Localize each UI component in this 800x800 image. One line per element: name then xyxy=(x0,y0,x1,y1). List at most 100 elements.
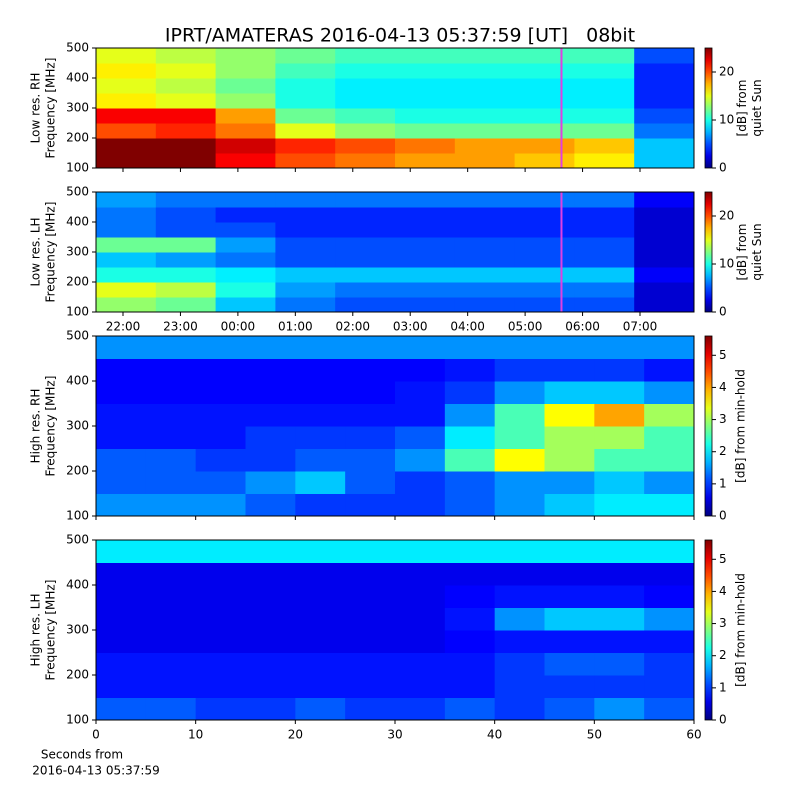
heatmap-cell xyxy=(96,123,157,139)
heatmap-cell xyxy=(444,630,496,653)
heatmap-cell xyxy=(275,192,336,208)
heatmap-cell xyxy=(395,267,456,283)
colorbar-tick-label: 4 xyxy=(719,584,727,598)
y-axis-label: Frequency [MHz] xyxy=(44,580,58,681)
heatmap-cell xyxy=(155,297,217,313)
heatmap-cell xyxy=(644,381,695,404)
heatmap-cell xyxy=(96,207,157,223)
heatmap-cell xyxy=(395,237,456,253)
heatmap-cell xyxy=(544,652,595,676)
heatmap-cell xyxy=(514,222,575,238)
y-tick-label: 200 xyxy=(66,275,89,289)
heatmap-cell xyxy=(96,297,157,313)
heatmap-cell xyxy=(345,540,396,563)
heatmap-cell xyxy=(395,381,446,404)
heatmap-cell xyxy=(195,652,246,676)
heatmap-cell xyxy=(454,192,516,208)
heatmap-cell xyxy=(335,108,396,124)
heatmap-cell xyxy=(514,282,575,298)
x-tick-label: 10 xyxy=(188,728,203,742)
heatmap-cell xyxy=(634,282,695,298)
heatmap-cell xyxy=(454,93,516,109)
heatmap-cell xyxy=(574,48,635,64)
y-tick-label: 400 xyxy=(66,374,89,388)
heatmap-cell xyxy=(335,207,396,223)
heatmap-cell xyxy=(335,222,396,238)
heatmap-cell xyxy=(494,562,545,586)
heatmap-cell xyxy=(395,607,446,631)
heatmap-cell xyxy=(215,78,276,94)
heatmap-cell xyxy=(544,358,595,382)
heatmap-cell xyxy=(444,697,496,721)
heatmap-cell xyxy=(395,675,446,698)
heatmap-cell xyxy=(444,493,496,517)
heatmap-cell xyxy=(195,471,246,494)
heatmap-cell xyxy=(634,192,695,208)
heatmap-cell xyxy=(195,697,246,721)
heatmap-cell xyxy=(395,108,456,124)
heatmap-cell xyxy=(275,267,336,283)
heatmap-cell xyxy=(345,358,396,382)
heatmap-cell xyxy=(295,652,346,676)
heatmap-cell xyxy=(345,562,396,586)
heatmap-cell xyxy=(275,123,336,139)
heatmap-cell xyxy=(145,493,197,517)
heatmap-cell xyxy=(96,153,157,169)
heatmap-cell xyxy=(335,93,396,109)
heatmap-cell xyxy=(574,153,635,169)
heatmap-cell xyxy=(514,78,575,94)
heatmap-cell xyxy=(155,252,217,268)
heatmap-cell xyxy=(634,63,695,79)
heatmap-cell xyxy=(195,381,246,404)
heatmap-cell xyxy=(275,252,336,268)
heatmap-cell xyxy=(275,108,336,124)
heatmap-cell xyxy=(574,252,635,268)
heatmap-cell xyxy=(345,697,396,721)
heatmap-cell xyxy=(215,63,276,79)
heatmap-cell xyxy=(514,192,575,208)
heatmap-cell xyxy=(215,138,276,154)
heatmap-cell xyxy=(295,675,346,698)
heatmap-cell xyxy=(574,207,635,223)
colorbar-tick-label: 10 xyxy=(719,113,734,127)
heatmap-cell xyxy=(195,426,246,449)
y-axis-label: Frequency [MHz] xyxy=(44,376,58,477)
heatmap-cell xyxy=(145,471,197,494)
colorbar-tick-label: 3 xyxy=(719,616,727,630)
heatmap-cell xyxy=(295,448,346,472)
heatmap-cell xyxy=(444,607,496,631)
heatmap-cell xyxy=(145,336,197,359)
heatmap-cell xyxy=(295,493,346,517)
heatmap-cell xyxy=(155,63,217,79)
colorbar xyxy=(704,191,713,313)
heatmap-cell xyxy=(195,630,246,653)
heatmap-cell xyxy=(145,540,197,563)
heatmap-cell xyxy=(395,282,456,298)
heatmap-cell xyxy=(145,630,197,653)
y-tick-label: 300 xyxy=(66,419,89,433)
heatmap-cell xyxy=(245,675,296,698)
heatmap-cell xyxy=(395,540,446,563)
heatmap-cell xyxy=(245,426,296,449)
heatmap-cell xyxy=(514,108,575,124)
colorbar-tick-label: 10 xyxy=(719,257,734,271)
x-tick-label: 22:00 xyxy=(106,320,141,334)
heatmap-cell xyxy=(215,282,276,298)
y-tick-label: 100 xyxy=(66,305,89,319)
heatmap-cell xyxy=(96,48,157,64)
heatmap-cell xyxy=(634,123,695,139)
heatmap-cell xyxy=(574,138,635,154)
heatmap-cell xyxy=(395,403,446,427)
heatmap-cell xyxy=(215,93,276,109)
heatmap-cell xyxy=(574,63,635,79)
x-tick-label: 30 xyxy=(387,728,402,742)
colorbar xyxy=(704,539,713,721)
heatmap-cell xyxy=(96,108,157,124)
heatmap-cell xyxy=(594,675,645,698)
heatmap-cell xyxy=(335,63,396,79)
heatmap-cell xyxy=(594,381,645,404)
heatmap-cell xyxy=(335,252,396,268)
heatmap-cell xyxy=(245,493,296,517)
heatmap-cell xyxy=(96,448,147,472)
heatmap-cell xyxy=(395,63,456,79)
